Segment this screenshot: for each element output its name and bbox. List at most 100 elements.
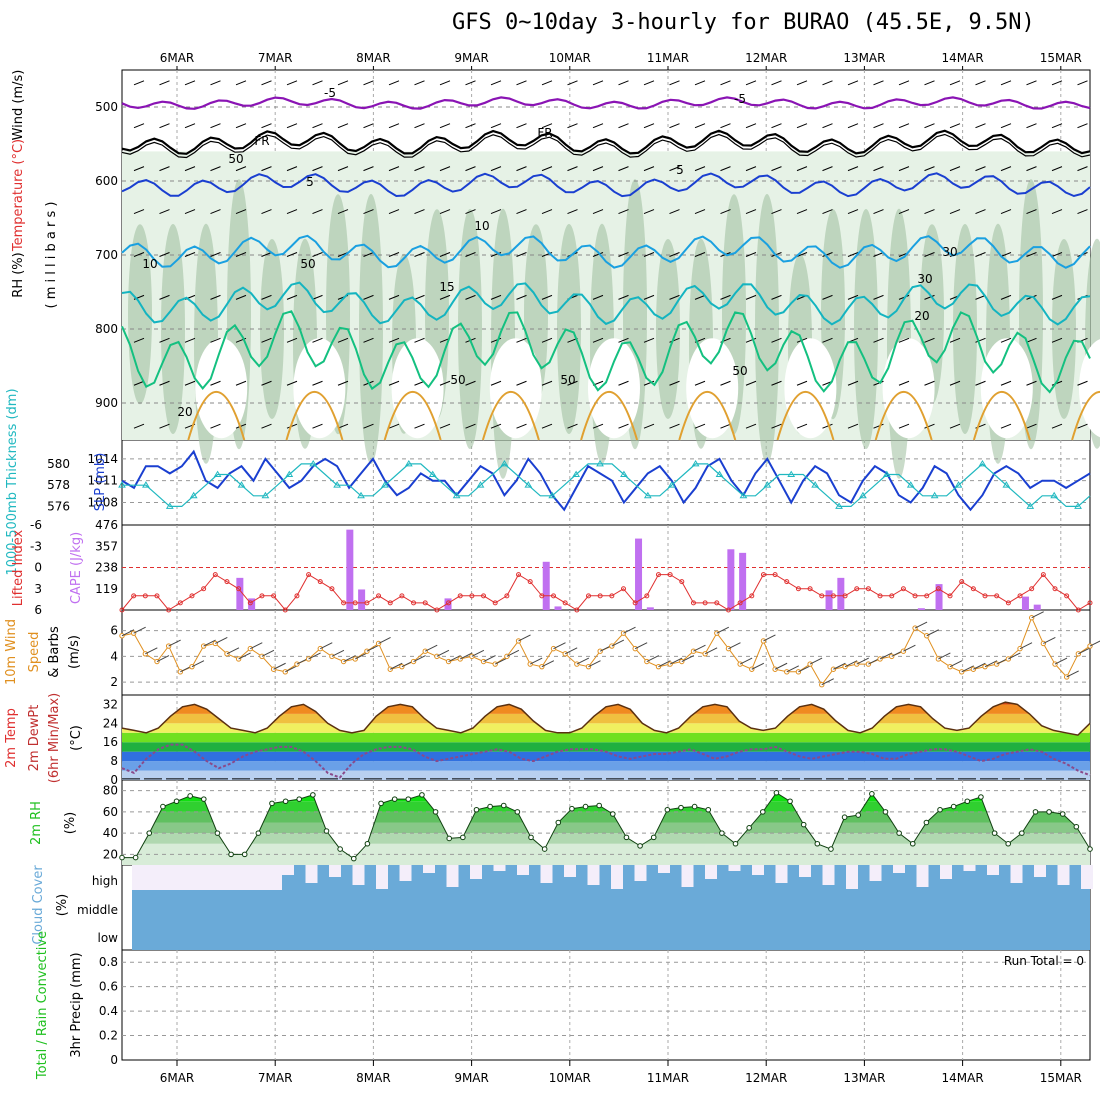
wind-barb [771,380,782,386]
wind-barb [312,423,323,429]
lifted-marker [271,593,277,599]
wind-barb [210,380,221,386]
wind-barb [210,252,221,257]
wind-barb [388,380,400,386]
thickness-marker [572,470,581,478]
rh-marker [664,806,671,813]
precip-tick-label: 0 [110,1053,118,1067]
rh-marker [173,798,180,805]
wind-barb-10m [1031,611,1044,619]
wind-barb-10m [821,678,834,686]
wind-barb [694,423,706,429]
thickness-marker [213,470,222,478]
rh-marker [1019,830,1025,836]
wind-barb [516,294,527,300]
rh-marker [555,819,562,826]
rh-blob [755,194,779,464]
wind-barb [286,80,298,86]
lifted-marker [865,586,871,592]
thickness-marker [428,470,437,478]
rh-marker [514,809,521,815]
wind-barb [363,123,374,129]
wind-barb [414,123,425,129]
wind-barb [924,380,935,386]
cloud-gap [376,865,388,889]
cloud-gap [564,865,576,877]
rh-tick-label: 20 [103,847,118,861]
wind-barb [210,123,221,129]
thickness-marker [261,491,270,499]
rh-marker [1032,809,1039,815]
lifted-marker [760,572,766,578]
wind-barb [771,294,782,300]
wind-tick-label: 2 [110,675,118,689]
rh-marker [705,806,712,813]
wind-barb [669,423,680,429]
thickness-marker [237,481,246,488]
isotherm-25 [776,391,835,441]
precip-ylabel-1-group: Total / Rain Convective [35,931,50,1080]
wind-barb-10m [156,655,170,662]
wind-marker [352,656,358,662]
wind-marker [340,658,347,665]
wind-barb-10m [984,660,998,668]
rh-ylabel-1: 2m RH [29,801,44,845]
wind-barb [235,252,247,257]
cape-ylabel-group: CAPE (J/kg) [69,532,84,604]
upper-ylabel-mid: ( m i l l i b a r s ) [44,202,59,309]
wind-barb [771,80,782,86]
cloud-gap [940,865,952,879]
wind-barb-10m [949,660,963,668]
cloud-gap [916,865,929,887]
wind-barb [949,123,961,129]
wind-barb [490,380,502,386]
rh-blob [260,239,284,419]
wind-barb [159,80,170,86]
rh-marker [623,834,630,841]
cloud-gap [1010,865,1023,883]
wind-barb [286,166,298,172]
rh-band [122,822,1090,834]
wind-barb-10m [1019,642,1033,650]
thickness-tick-label: 576 [47,499,70,513]
rh-marker [296,796,303,802]
ylabel-wind: Wind (m/s) [11,70,26,141]
wind-barb [1077,380,1088,386]
thickness-ylabel-group: 1000-500mb Thickness (dm) [5,388,20,575]
wind-barb [261,80,272,86]
lifted-ylabel-group: Lifted Index [11,529,26,606]
wind-barb [873,294,884,300]
wind-barb [694,166,706,172]
wind-barb [541,166,553,172]
wind-barb-10m [623,626,636,634]
cloud-gap [822,865,835,885]
cloud-gap [987,865,999,875]
wind-barb [312,209,323,215]
rh-marker [882,809,889,815]
precip-ylabel-2-group: 3hr Precip (mm) [69,952,84,1057]
wind-barb [465,80,476,86]
rh-marker [1046,809,1052,815]
lifted-marker [457,593,463,599]
wind-barb [567,423,578,429]
wind-barb [312,294,323,300]
lifted-marker [259,593,265,599]
lifted-marker [900,586,906,592]
contour-label: 50 [560,373,575,387]
thickness-line [122,463,1091,508]
wind-barb [363,294,374,300]
wind-barb [567,123,578,129]
isotherm-25 [285,391,344,441]
wind-barb [235,166,247,172]
wind-barb [643,294,655,300]
wind-barb [975,123,986,129]
wind-barb [235,209,247,215]
ylabel-millibars: ( m i l l i b a r s ) [44,202,59,309]
wind-barb [847,380,859,386]
wind-barb [1000,423,1012,429]
wind-barb [720,380,731,386]
wind-barb [133,380,145,386]
temp-ylabel-1-group: 2m Temp [4,708,19,768]
wind-barb [184,380,196,386]
thickness-marker [930,491,939,499]
